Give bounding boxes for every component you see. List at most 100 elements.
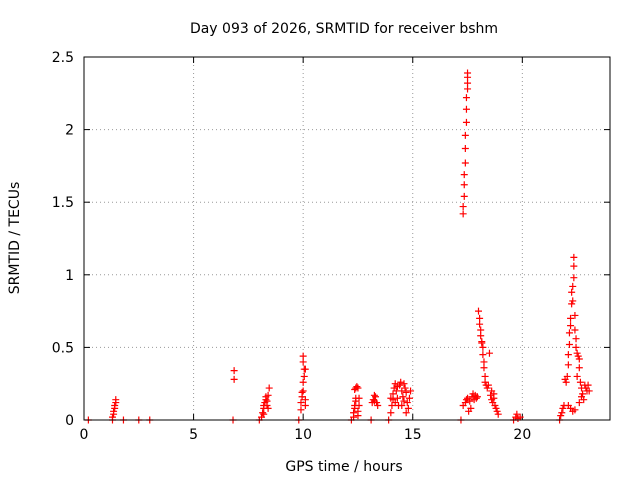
data-point-marker: [398, 401, 406, 409]
data-point-marker: [576, 378, 584, 386]
data-point-marker: [301, 401, 309, 409]
data-point-marker: [571, 406, 579, 414]
data-point-marker: [571, 311, 579, 319]
data-point-marker: [565, 329, 573, 337]
data-point-marker: [569, 282, 577, 290]
data-point-marker: [374, 401, 382, 409]
data-point-marker: [476, 320, 484, 328]
data-point-marker: [478, 339, 486, 347]
data-point-marker: [562, 378, 570, 386]
data-point-marker: [484, 381, 492, 389]
data-point-marker: [300, 372, 308, 380]
data-point-marker: [459, 210, 467, 218]
data-point-marker: [259, 409, 267, 417]
data-point-marker: [299, 378, 307, 386]
y-tick-label: 2.5: [52, 50, 74, 66]
data-point-marker: [585, 387, 593, 395]
data-point-marker: [299, 387, 307, 395]
data-point-marker: [572, 335, 580, 343]
data-point-marker: [393, 394, 401, 402]
data-point-marker: [578, 393, 586, 401]
data-point-marker: [297, 399, 305, 407]
x-tick-label: 10: [294, 427, 312, 443]
data-point-marker: [575, 355, 583, 363]
data-point-marker: [573, 372, 581, 380]
data-point-marker: [400, 397, 408, 405]
chart-title: Day 093 of 2026, SRMTID for receiver bsh…: [190, 21, 498, 37]
data-point-marker: [472, 394, 480, 402]
data-point-marker: [575, 399, 583, 407]
data-point-marker: [405, 394, 413, 402]
data-point-marker: [569, 297, 577, 305]
data-point-marker: [299, 352, 307, 360]
data-point-marker: [230, 375, 238, 383]
data-point-marker: [462, 118, 470, 126]
y-tick-label: 0: [65, 413, 74, 429]
data-point-marker: [572, 343, 580, 351]
data-point-marker: [575, 364, 583, 372]
data-point-marker: [568, 288, 576, 296]
data-point-marker: [260, 410, 268, 418]
data-point-marker: [387, 409, 395, 417]
y-tick-label: 0.5: [52, 340, 74, 356]
data-point-marker: [479, 351, 487, 359]
data-point-marker: [355, 401, 363, 409]
data-point-marker: [263, 397, 271, 405]
data-point-marker: [230, 367, 238, 375]
data-point-marker: [459, 203, 467, 211]
data-point-marker: [563, 372, 571, 380]
data-point-marker: [570, 274, 578, 282]
data-point-marker: [565, 340, 573, 348]
data-point-marker: [477, 332, 485, 340]
data-point-marker: [460, 192, 468, 200]
data-point-marker: [400, 380, 408, 388]
data-point-marker: [393, 383, 401, 391]
data-point-marker: [301, 365, 309, 373]
data-point-marker: [570, 262, 578, 270]
x-tick-label: 15: [404, 427, 422, 443]
data-point-marker: [401, 384, 409, 392]
data-point-marker: [112, 396, 120, 404]
data-point-marker: [584, 381, 592, 389]
data-point-marker: [403, 399, 411, 407]
data-point-marker: [397, 378, 405, 386]
data-point-marker: [564, 401, 572, 409]
data-point-marker: [264, 391, 272, 399]
data-point-marker: [462, 94, 470, 102]
data-point-marker: [494, 410, 502, 418]
data-point-marker: [404, 404, 412, 412]
plot-frame: [83, 56, 611, 421]
data-point-marker: [490, 390, 498, 398]
data-point-marker: [464, 69, 472, 77]
data-point-marker: [298, 388, 306, 396]
data-point-marker: [465, 407, 473, 415]
data-point-marker: [567, 322, 575, 330]
data-point-marker: [516, 413, 524, 421]
data-point-marker: [387, 394, 395, 402]
data-point-marker: [462, 105, 470, 113]
data-point-marker: [354, 384, 362, 392]
x-tick-label: 5: [189, 427, 198, 443]
data-point-marker: [479, 343, 487, 351]
data-point-marker: [402, 409, 410, 417]
data-point-marker: [265, 384, 273, 392]
data-point-marker: [297, 406, 305, 414]
data-point-marker: [350, 409, 358, 417]
grid: [84, 57, 610, 420]
x-tick-label: 20: [513, 427, 531, 443]
data-point-marker: [473, 393, 481, 401]
x-axis-label: GPS time / hours: [285, 459, 402, 475]
data-point-marker: [571, 326, 579, 334]
axis-ticks: 0 5 10 15 20 0 0.5 1 1.5 2 2.5: [52, 50, 610, 443]
x-tick-label: 0: [80, 427, 89, 443]
data-point-marker: [355, 394, 363, 402]
data-point-marker: [558, 409, 566, 417]
data-point-marker: [264, 404, 272, 412]
data-point-marker: [460, 181, 468, 189]
data-point-marker: [371, 393, 379, 401]
data-point-marker: [460, 171, 468, 179]
data-point-marker: [461, 159, 469, 167]
data-point-marker: [466, 397, 474, 405]
